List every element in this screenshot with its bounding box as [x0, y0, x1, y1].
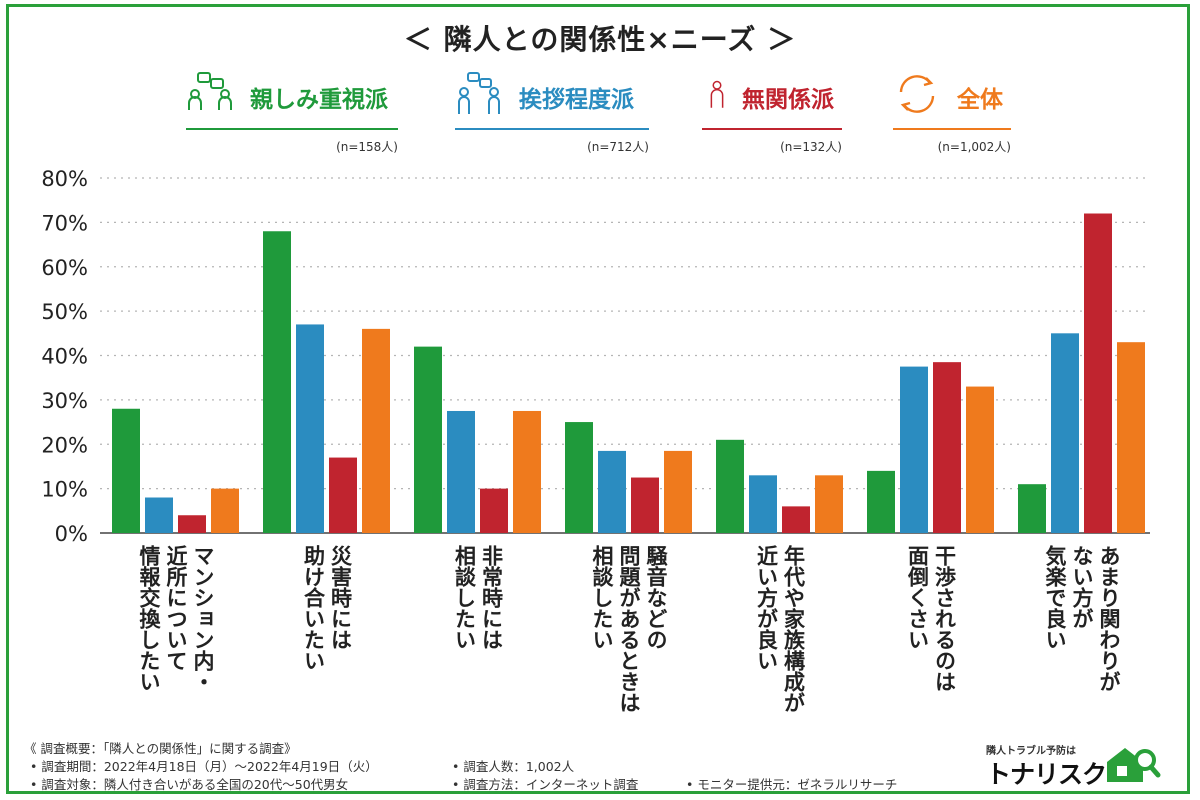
y-tick-label: 80%	[41, 167, 88, 191]
legend-label: 親しみ重視派	[250, 87, 388, 113]
bar-zentai-3	[513, 410, 541, 533]
survey-count: • 調査人数：1,002人	[452, 759, 575, 774]
legend-item-zentai: 全体 (n=1,002人)	[893, 62, 1011, 154]
brand-tagline: 隣人トラブル予防は	[986, 746, 1076, 757]
bar-shitashimi-1	[112, 408, 140, 533]
legend-underline	[893, 128, 1011, 130]
bar-zentai-5	[815, 475, 843, 533]
x-category-label: 干渉されるのは 面倒くさい	[905, 545, 957, 692]
bar-shitashimi-2	[263, 231, 291, 533]
x-category-label: 災害時には 助け合いたい	[301, 545, 353, 671]
legend-sample-size: (n=712人)	[587, 140, 649, 154]
x-category-label: 年代や家族構成が 近い方が良い	[754, 545, 806, 713]
legend-underline	[186, 128, 398, 130]
bar-shitashimi-6	[867, 470, 895, 533]
circular-arrows-icon	[899, 75, 935, 113]
legend-label: 無関係派	[742, 87, 834, 113]
x-category-label: 騒音などの 問題があるときは 相談したい	[590, 545, 668, 713]
legend-label: 全体	[957, 87, 1003, 113]
legend-item-mukankei: 無関係派 (n=132人)	[702, 62, 842, 154]
bar-aisatsu-2	[296, 324, 324, 533]
y-tick-label: 10%	[41, 478, 88, 502]
bar-mukankei-4	[631, 477, 659, 533]
single-person-icon	[710, 80, 724, 108]
bar-shitashimi-3	[414, 346, 442, 533]
greeting-people-icon	[458, 72, 500, 114]
bar-shitashimi-5	[716, 439, 744, 533]
bar-aisatsu-7	[1051, 333, 1079, 533]
bar-aisatsu-3	[447, 410, 475, 533]
x-category-label: マンション内・ 近所について 情報交換したい	[137, 545, 215, 692]
legend-sample-size: (n=132人)	[780, 140, 842, 154]
bar-shitashimi-4	[565, 422, 593, 533]
bar-shitashimi-7	[1018, 484, 1046, 533]
bar-mukankei-5	[782, 506, 810, 533]
chart-frame	[6, 4, 1190, 794]
bar-zentai-4	[664, 450, 692, 533]
conversation-people-icon	[188, 72, 232, 110]
y-tick-label: 30%	[41, 389, 88, 413]
survey-method: • 調査方法：インターネット調査	[452, 777, 639, 792]
survey-period: • 調査期間：2022年4月18日（月）～2022年4月19日（火）	[30, 759, 378, 774]
survey-target: • 調査対象：隣人付き合いがある全国の20代～50代男女	[30, 777, 349, 792]
x-category-label: 非常時には 相談したい	[452, 545, 504, 650]
y-tick-label: 20%	[41, 433, 88, 457]
bar-aisatsu-5	[749, 475, 777, 533]
chart-title: ＜ 隣人との関係性×ニーズ ＞	[403, 23, 797, 56]
bar-mukankei-3	[480, 488, 508, 533]
bar-zentai-1	[211, 488, 239, 533]
bar-mukankei-2	[329, 457, 357, 533]
y-tick-label: 50%	[41, 300, 88, 324]
bar-aisatsu-4	[598, 450, 626, 533]
bar-zentai-7	[1117, 342, 1145, 533]
bar-zentai-2	[362, 328, 390, 533]
legend-sample-size: (n=1,002人)	[937, 140, 1011, 154]
bar-mukankei-7	[1084, 213, 1112, 533]
y-tick-label: 70%	[41, 211, 88, 235]
legend-item-shitashimi: 親しみ重視派 (n=158人)	[186, 62, 398, 154]
bar-zentai-6	[966, 386, 994, 533]
bar-chart: 0% 10% 20% 30% 40% 50% 60% 70% 80%	[41, 167, 1150, 546]
bar-aisatsu-1	[145, 497, 173, 533]
y-tick-label: 40%	[41, 345, 88, 369]
brand-name: トナリスク	[986, 760, 1107, 789]
y-tick-label: 60%	[41, 256, 88, 280]
bar-mukankei-6	[933, 362, 961, 533]
legend-label: 挨拶程度派	[519, 87, 634, 113]
house-magnifier-logo-icon	[1107, 748, 1161, 782]
legend-item-aisatsu: 挨拶程度派 (n=712人)	[455, 62, 649, 154]
survey-overview-title: 《 調査概要：「隣人との関係性」に関する調査》	[24, 741, 297, 756]
bar-mukankei-1	[178, 515, 206, 533]
y-tick-label: 0%	[55, 522, 88, 546]
bar-aisatsu-6	[900, 366, 928, 533]
legend-sample-size: (n=158人)	[336, 140, 398, 154]
x-category-label: あまり関わりが ない方が 気楽で良い	[1043, 545, 1121, 692]
legend-underline	[455, 128, 649, 130]
legend-underline	[702, 128, 842, 130]
monitor-provider: • モニター提供元：ゼネラルリサーチ	[686, 777, 898, 792]
